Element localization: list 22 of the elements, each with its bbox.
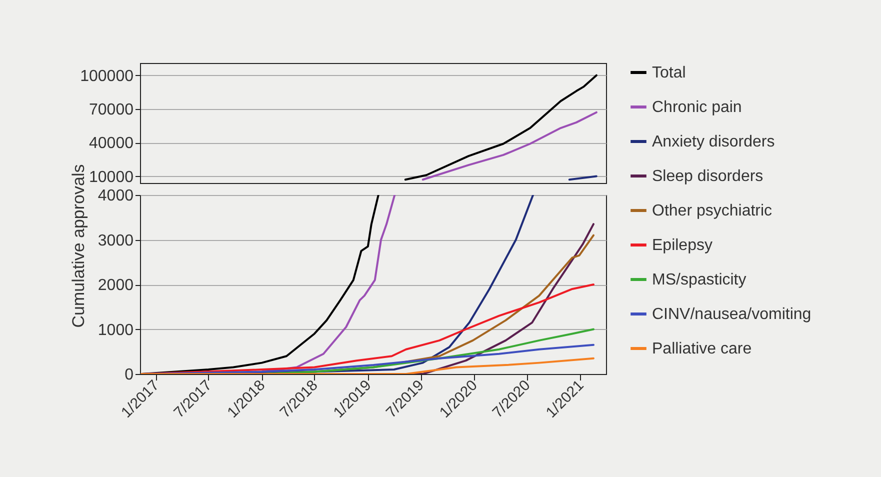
y-axis-title: Cumulative approvals (68, 164, 88, 328)
legend-label: Epilepsy (652, 237, 712, 254)
y-tick-label: 10000 (89, 168, 134, 186)
line-series (422, 111, 598, 181)
legend-label: CINV/nausea/vomiting (652, 306, 812, 323)
line-series (140, 357, 594, 374)
legend-label: Other psychiatric (652, 202, 772, 220)
y-tick-label: 0 (124, 366, 134, 384)
legend-label: Sleep disorders (652, 168, 764, 185)
y-tick-label: 100000 (80, 68, 134, 85)
y-tick-label: 4000 (98, 188, 134, 204)
y-tick-label: 2000 (98, 277, 134, 294)
legend-label: Anxiety disorders (652, 134, 775, 150)
y-tick-label: 1000 (98, 322, 134, 339)
legend-label: Palliative care (652, 340, 752, 358)
legend-label: MS/spasticity (652, 272, 746, 288)
line-series (404, 74, 598, 181)
y-tick-label: 3000 (98, 232, 134, 250)
y-tick-label: 70000 (89, 101, 134, 118)
legend-label: Chronic pain (652, 99, 742, 116)
legend-label: Total (652, 64, 686, 82)
y-tick-label: 40000 (89, 135, 134, 152)
